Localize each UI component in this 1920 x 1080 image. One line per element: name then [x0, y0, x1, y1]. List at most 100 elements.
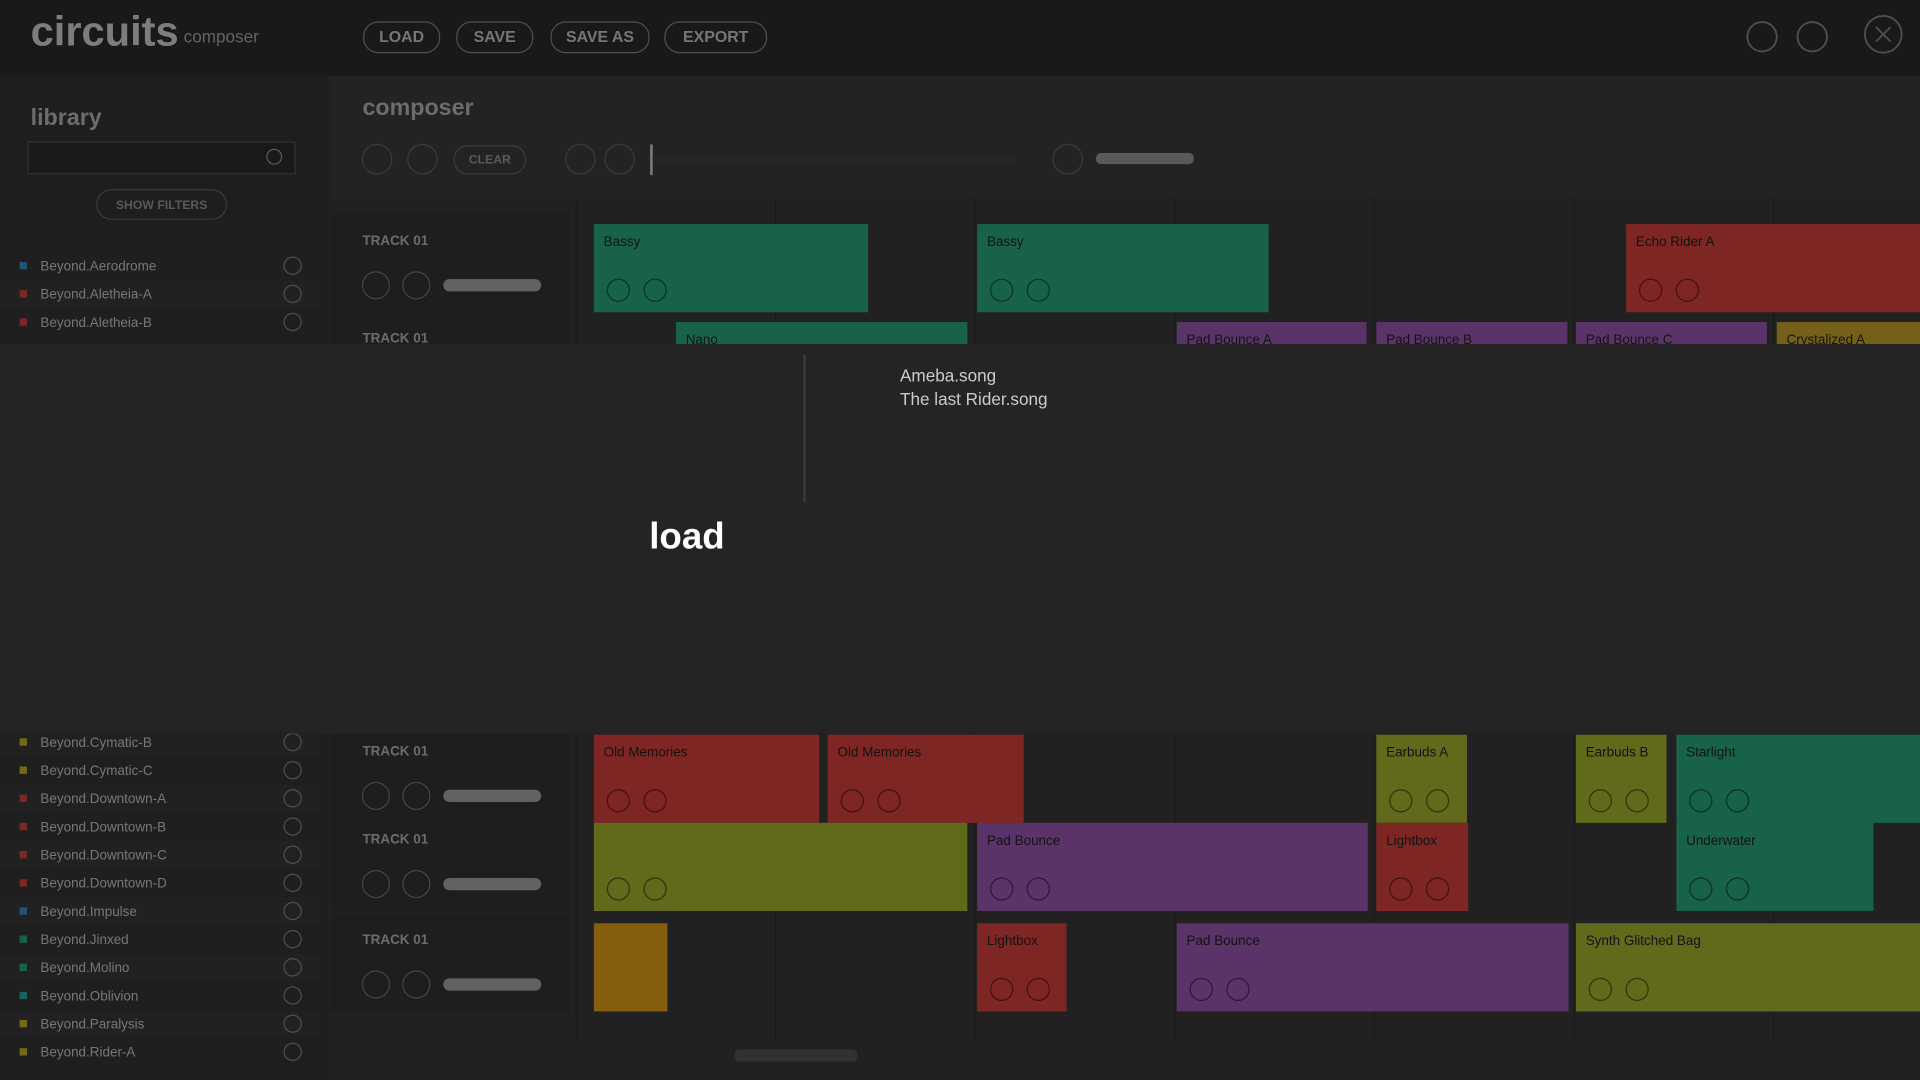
search-box[interactable] — [27, 141, 296, 175]
preview-button[interactable] — [283, 256, 302, 275]
clip-play[interactable] — [990, 278, 1014, 302]
preview-button[interactable] — [283, 817, 302, 836]
stop-button[interactable] — [565, 143, 596, 175]
clip-play[interactable] — [840, 789, 864, 813]
preview-button[interactable] — [283, 312, 302, 332]
clip-mute[interactable] — [1725, 877, 1750, 901]
preview-button[interactable] — [283, 284, 302, 304]
track-mute[interactable] — [402, 870, 431, 899]
redo-button[interactable] — [407, 143, 438, 175]
library-row[interactable] — [0, 813, 321, 840]
clip[interactable] — [977, 923, 1067, 1012]
clip-play[interactable] — [990, 877, 1014, 901]
clear-button[interactable] — [453, 145, 526, 175]
clip[interactable] — [1575, 734, 1667, 823]
scrollbar[interactable] — [734, 1049, 858, 1062]
clip-mute[interactable] — [1425, 877, 1450, 901]
library-row[interactable] — [0, 308, 321, 336]
library-row[interactable] — [0, 280, 321, 308]
clip-mute[interactable] — [643, 789, 667, 813]
clip-play[interactable] — [1638, 278, 1663, 302]
clip[interactable] — [1376, 734, 1467, 823]
preview-button[interactable] — [283, 1014, 302, 1033]
library-row[interactable] — [0, 252, 321, 280]
library-row[interactable] — [0, 897, 321, 925]
clip-play[interactable] — [1689, 877, 1713, 901]
track-mute[interactable] — [402, 781, 431, 810]
library-row[interactable] — [0, 1038, 321, 1066]
clip-play[interactable] — [1389, 789, 1413, 813]
preview-button[interactable] — [283, 930, 302, 949]
clip-play[interactable] — [1389, 877, 1413, 901]
track-volume[interactable] — [443, 877, 542, 891]
file-item[interactable]: The last Rider.song — [900, 389, 1048, 409]
play-button[interactable] — [604, 143, 635, 175]
clip-play[interactable] — [1689, 789, 1713, 813]
clip-play[interactable] — [1588, 789, 1613, 813]
clip[interactable] — [977, 224, 1269, 313]
library-row[interactable] — [0, 784, 321, 812]
clip-mute[interactable] — [643, 278, 667, 302]
library-row[interactable] — [0, 925, 321, 953]
help-icon[interactable] — [1746, 21, 1778, 53]
clip-mute[interactable] — [1425, 789, 1450, 813]
clip-mute[interactable] — [643, 877, 667, 901]
preview-button[interactable] — [283, 958, 302, 977]
track-volume[interactable] — [443, 978, 542, 991]
volume-icon[interactable] — [1052, 143, 1084, 175]
library-row[interactable] — [0, 869, 321, 897]
clip-mute[interactable] — [1675, 278, 1699, 302]
preview-button[interactable] — [283, 845, 302, 864]
library-row[interactable] — [0, 841, 321, 869]
clip-play[interactable] — [606, 877, 630, 901]
clip-mute[interactable] — [1625, 977, 1649, 1002]
undo-button[interactable] — [361, 143, 393, 175]
track-play[interactable] — [361, 781, 390, 810]
library-row[interactable] — [0, 982, 321, 1009]
clip[interactable] — [1676, 734, 1920, 823]
preview-button[interactable] — [283, 789, 302, 808]
clip[interactable] — [593, 224, 869, 313]
clip[interactable] — [1176, 923, 1569, 1012]
track-play[interactable] — [361, 970, 390, 999]
preview-button[interactable] — [283, 1042, 302, 1062]
filter-button[interactable] — [96, 189, 228, 220]
clip-play[interactable] — [606, 278, 630, 302]
clip[interactable] — [1626, 224, 1920, 313]
library-row[interactable] — [0, 756, 321, 784]
preview-button[interactable] — [283, 761, 302, 780]
track-volume[interactable] — [443, 279, 542, 292]
clip-mute[interactable] — [1625, 789, 1649, 813]
clip[interactable] — [593, 923, 668, 1012]
library-row[interactable] — [0, 953, 321, 981]
clip-mute[interactable] — [1725, 789, 1750, 813]
preview-button[interactable] — [283, 901, 302, 921]
track-play[interactable] — [361, 271, 390, 300]
clip[interactable] — [1575, 923, 1920, 1012]
clip-mute[interactable] — [1026, 877, 1050, 901]
clip-play[interactable] — [1588, 977, 1613, 1002]
track-mute[interactable] — [402, 271, 431, 300]
header-button[interactable] — [664, 21, 768, 54]
clip-play[interactable] — [606, 789, 630, 813]
clip-mute[interactable] — [1026, 977, 1050, 1002]
file-item[interactable]: Ameba.song — [900, 366, 996, 386]
track-play[interactable] — [361, 870, 390, 899]
library-row[interactable] — [0, 1010, 321, 1038]
close-icon[interactable] — [1863, 14, 1903, 54]
clip-mute[interactable] — [1226, 977, 1250, 1002]
header-button[interactable] — [456, 21, 534, 54]
info-icon[interactable] — [1796, 21, 1828, 53]
clip[interactable] — [593, 822, 968, 912]
header-button[interactable] — [550, 21, 650, 54]
clip[interactable] — [977, 822, 1368, 912]
preview-button[interactable] — [283, 873, 302, 893]
master-volume[interactable] — [1095, 153, 1194, 165]
clip-mute[interactable] — [877, 789, 901, 813]
header-button[interactable] — [363, 21, 441, 54]
track-mute[interactable] — [402, 970, 431, 999]
clip[interactable] — [593, 734, 820, 823]
preview-button[interactable] — [283, 986, 302, 1005]
clip-play[interactable] — [990, 977, 1014, 1002]
track-volume[interactable] — [443, 789, 542, 803]
